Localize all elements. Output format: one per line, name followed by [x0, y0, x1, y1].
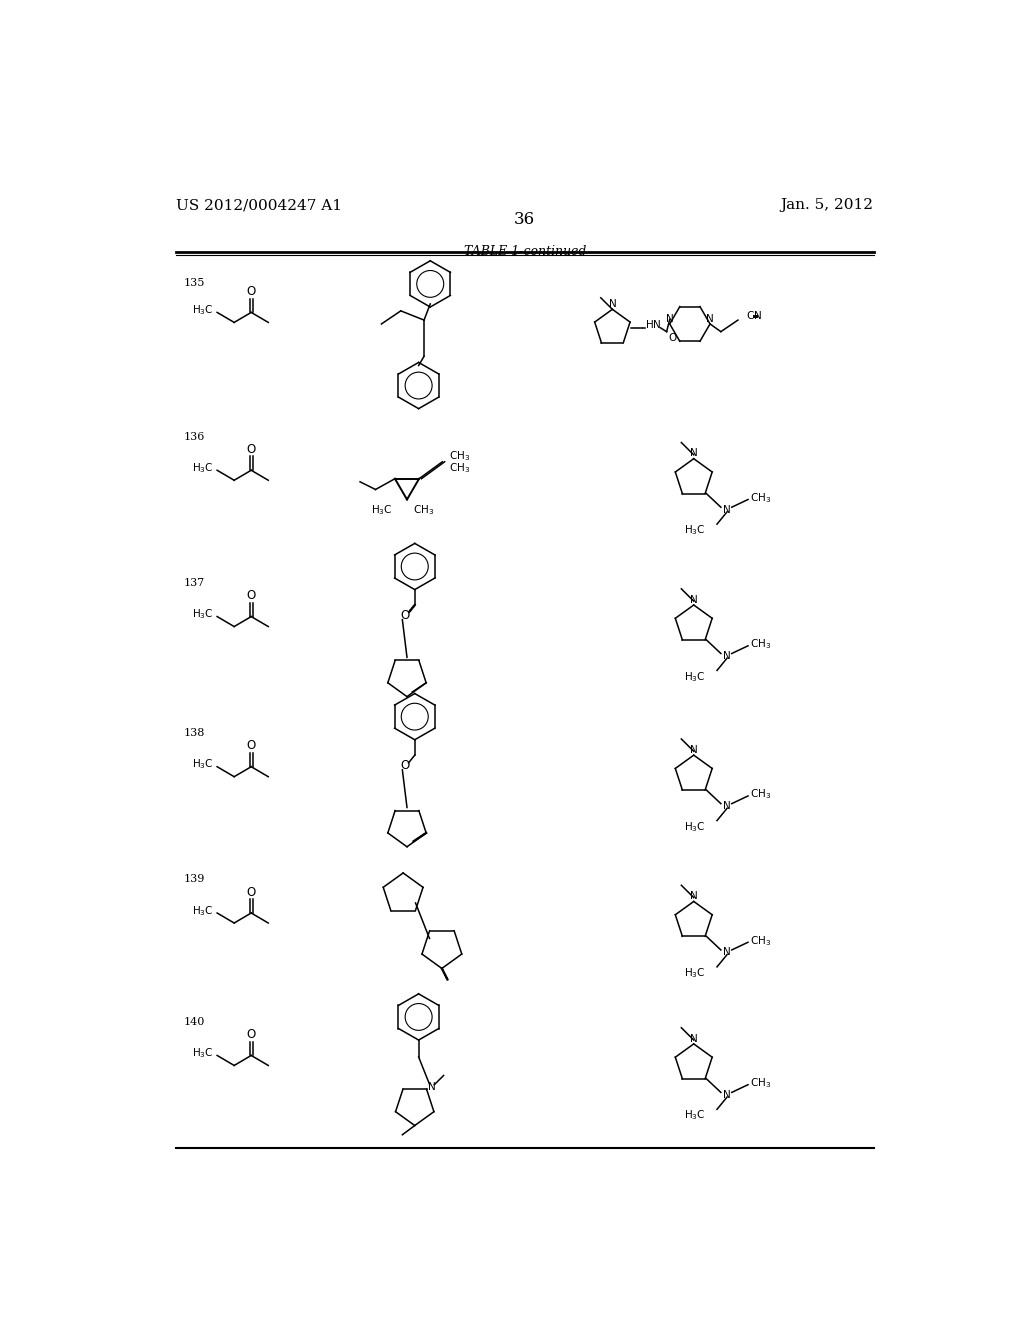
Text: N: N: [723, 651, 731, 661]
Text: N: N: [690, 891, 697, 902]
Text: N: N: [723, 1090, 731, 1100]
Text: 135: 135: [183, 277, 205, 288]
Text: N: N: [690, 744, 697, 755]
Text: N: N: [690, 594, 697, 605]
Text: N: N: [707, 314, 714, 325]
Text: TABLE 1-continued: TABLE 1-continued: [464, 244, 586, 257]
Text: O: O: [400, 610, 410, 622]
Text: $\mathregular{CH_3}$: $\mathregular{CH_3}$: [751, 491, 771, 504]
Text: $\mathregular{CH_3}$: $\mathregular{CH_3}$: [751, 933, 771, 948]
Text: $\mathregular{CH_3}$: $\mathregular{CH_3}$: [414, 503, 434, 517]
Text: O: O: [247, 739, 256, 752]
Text: H: H: [646, 319, 653, 330]
Text: $\mathregular{CH_3}$: $\mathregular{CH_3}$: [751, 1076, 771, 1090]
Text: $\mathregular{CH_3}$: $\mathregular{CH_3}$: [751, 788, 771, 801]
Text: O: O: [247, 1028, 256, 1041]
Text: $\mathregular{H_3C}$: $\mathregular{H_3C}$: [191, 904, 213, 917]
Text: N: N: [723, 948, 731, 957]
Text: $\mathregular{H_3C}$: $\mathregular{H_3C}$: [191, 304, 213, 317]
Text: $\mathregular{H_3C}$: $\mathregular{H_3C}$: [684, 669, 706, 684]
Text: Jan. 5, 2012: Jan. 5, 2012: [780, 198, 873, 213]
Text: $\mathregular{H_3C}$: $\mathregular{H_3C}$: [372, 503, 393, 517]
Text: $\mathregular{H_3C}$: $\mathregular{H_3C}$: [684, 966, 706, 979]
Text: $\mathregular{CH_3}$: $\mathregular{CH_3}$: [449, 449, 470, 462]
Text: $\mathregular{CH_3}$: $\mathregular{CH_3}$: [449, 461, 470, 475]
Text: 137: 137: [183, 578, 205, 587]
Text: $\mathregular{H_3C}$: $\mathregular{H_3C}$: [684, 820, 706, 834]
Text: 140: 140: [183, 1016, 205, 1027]
Text: $\mathregular{H_3C}$: $\mathregular{H_3C}$: [191, 758, 213, 771]
Text: 36: 36: [514, 211, 536, 228]
Text: O: O: [247, 444, 256, 455]
Text: N: N: [755, 312, 762, 321]
Text: $\mathregular{H_3C}$: $\mathregular{H_3C}$: [191, 461, 213, 475]
Text: $\mathregular{H_3C}$: $\mathregular{H_3C}$: [684, 524, 706, 537]
Text: N: N: [608, 298, 616, 309]
Text: O: O: [247, 886, 256, 899]
Text: N: N: [690, 1034, 697, 1044]
Text: O: O: [247, 589, 256, 602]
Text: 136: 136: [183, 432, 205, 442]
Text: N: N: [653, 319, 662, 330]
Text: $\mathregular{CH_3}$: $\mathregular{CH_3}$: [751, 638, 771, 651]
Text: N: N: [690, 449, 697, 458]
Text: N: N: [723, 504, 731, 515]
Text: US 2012/0004247 A1: US 2012/0004247 A1: [176, 198, 342, 213]
Text: 139: 139: [183, 875, 205, 884]
Text: 138: 138: [183, 729, 205, 738]
Text: N: N: [666, 314, 674, 325]
Text: O: O: [400, 759, 410, 772]
Text: $\mathregular{H_3C}$: $\mathregular{H_3C}$: [191, 1047, 213, 1060]
Text: $\mathregular{H_3C}$: $\mathregular{H_3C}$: [191, 607, 213, 622]
Text: N: N: [428, 1082, 436, 1092]
Text: O: O: [247, 285, 256, 298]
Text: $\mathregular{H_3C}$: $\mathregular{H_3C}$: [684, 1109, 706, 1122]
Text: C: C: [746, 312, 754, 321]
Text: N: N: [723, 801, 731, 810]
Text: O: O: [669, 333, 677, 343]
